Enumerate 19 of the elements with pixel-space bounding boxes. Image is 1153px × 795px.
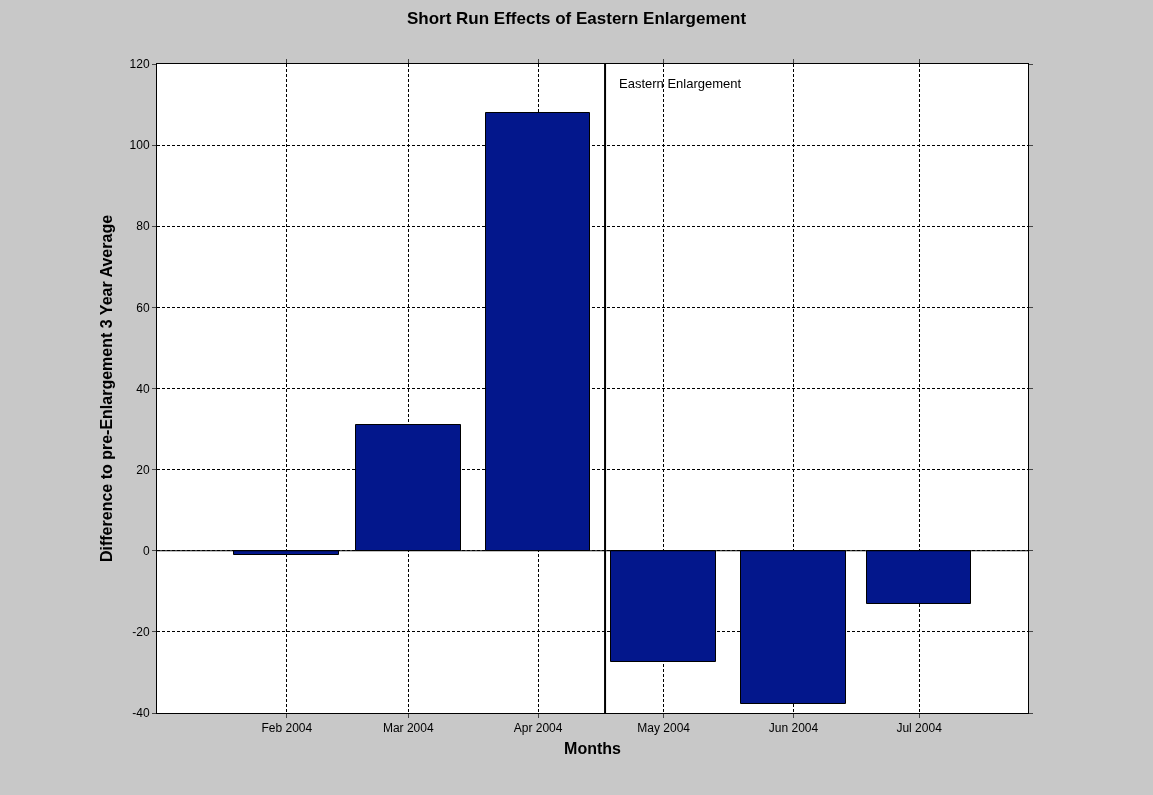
y-tick-label: 0	[142, 543, 150, 558]
ref-line-label: Eastern Enlargement	[619, 76, 742, 91]
y-axis-title: Difference to pre-Enlargement 3 Year Average	[98, 214, 116, 563]
x-axis-title: Months	[564, 740, 622, 758]
y-tick-label: -20	[132, 625, 150, 640]
x-tick-label: Jun 2004	[768, 721, 819, 736]
chart-title: Short Run Effects of Eastern Enlargement	[406, 8, 747, 28]
x-tick-label: May 2004	[637, 721, 691, 736]
y-tick-label: 80	[136, 219, 150, 234]
y-tick-label: 40	[136, 381, 150, 396]
y-tick-label: 120	[129, 57, 150, 72]
x-tick-label: Apr 2004	[513, 721, 563, 736]
x-tick-label: Feb 2004	[261, 721, 313, 736]
y-tick-label: 60	[136, 300, 150, 315]
y-tick-label: 20	[136, 462, 150, 477]
y-tick-label: 100	[129, 138, 150, 153]
x-tick-label: Jul 2004	[896, 721, 943, 736]
x-tick-label: Mar 2004	[382, 721, 434, 736]
y-tick-label: -40	[132, 706, 150, 721]
